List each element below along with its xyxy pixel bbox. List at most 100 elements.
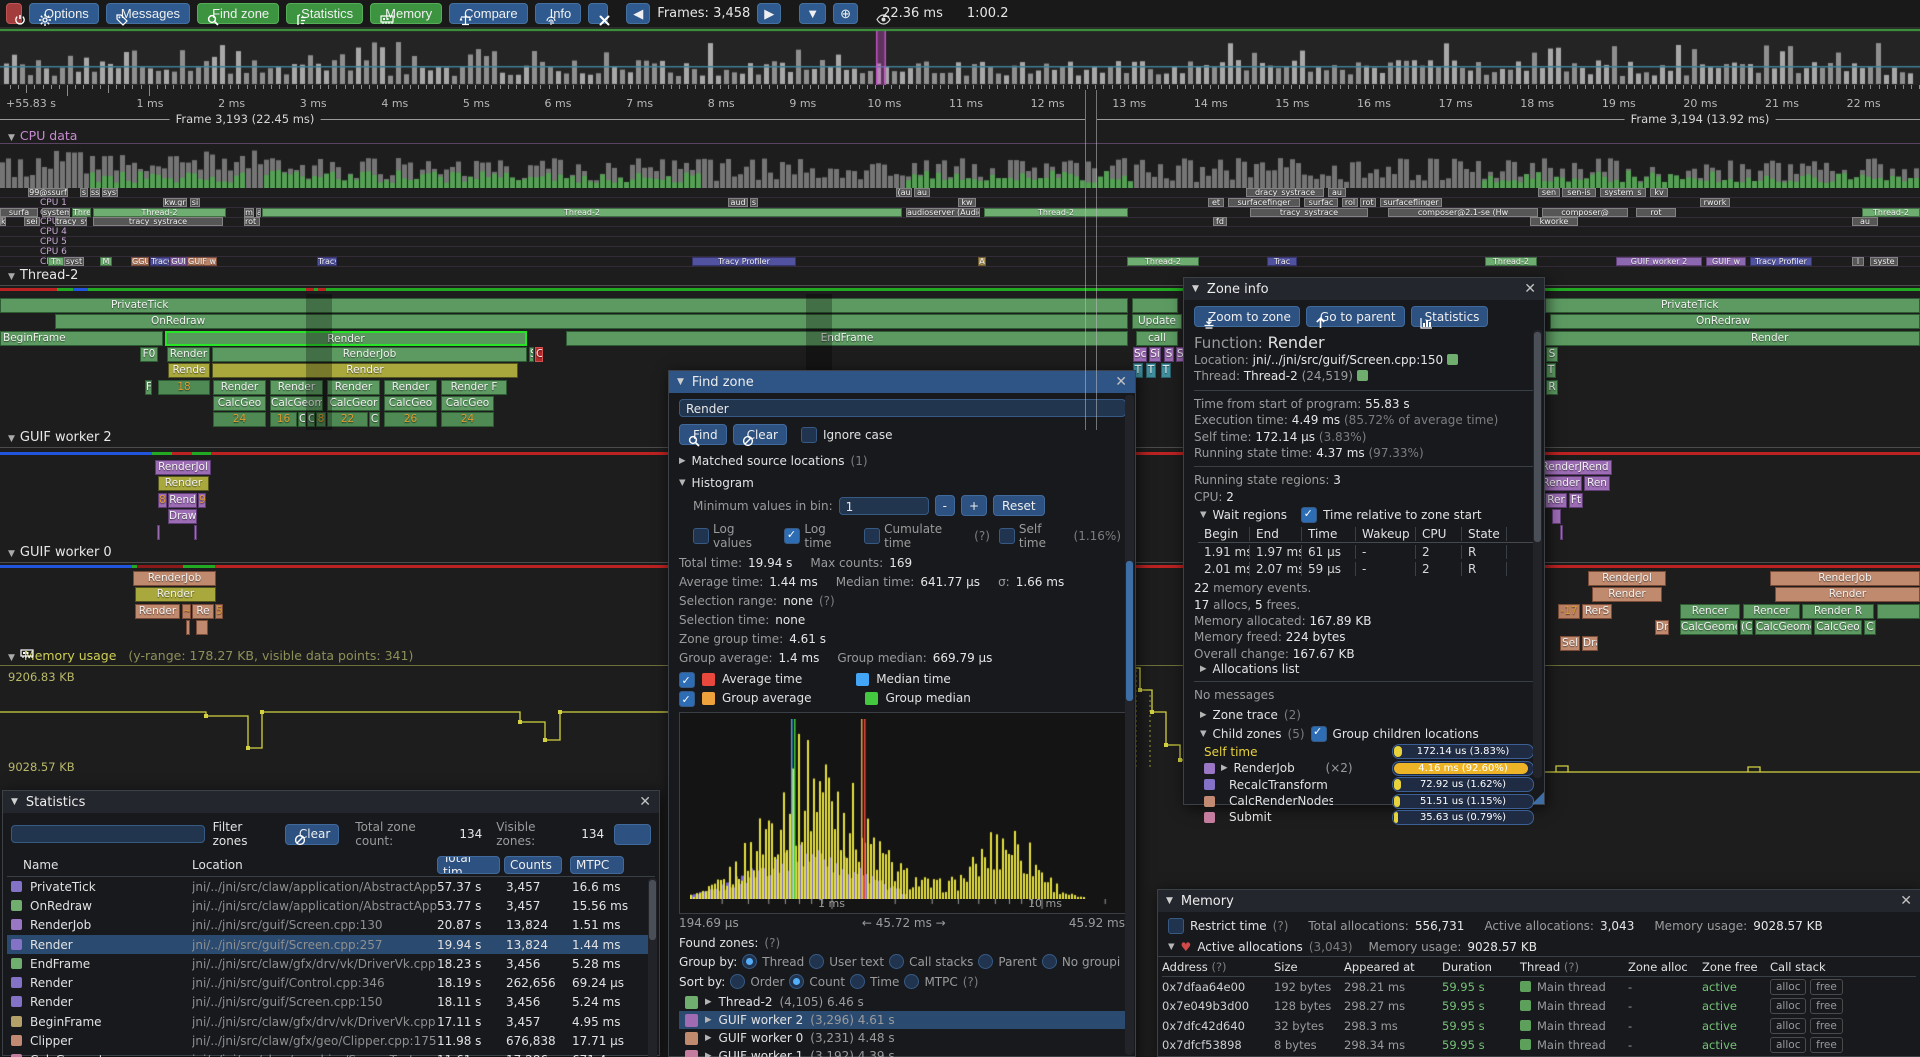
timeline-zone[interactable]: C	[369, 412, 380, 428]
frame-dropdown-button[interactable]: ▼	[799, 3, 827, 24]
timeline-zone[interactable]: 8	[158, 492, 167, 508]
cpu-zone[interactable]: si	[190, 197, 200, 207]
timeline-zone[interactable]: 9	[198, 492, 206, 508]
statistics-row[interactable]: OnRedraw jni/../jni/src/claw/application/…	[7, 896, 655, 915]
find-button[interactable]: Find	[679, 424, 727, 447]
child-zone-row[interactable]: ▶ RenderJob (×2) 4.16 ms (92.60%)	[1194, 760, 1534, 776]
cpu-zone[interactable]: rwork	[1700, 197, 1730, 207]
timeline-zone[interactable]: 22	[327, 412, 368, 428]
cpu-zone[interactable]: surfaceflinger	[1380, 197, 1442, 207]
timeline-zone[interactable]: 18	[158, 379, 210, 395]
timeline-zone[interactable]: Draw	[168, 508, 197, 524]
free-callstack-button[interactable]: free	[1810, 998, 1843, 1015]
cpu-zone[interactable]: system_s	[1600, 188, 1646, 197]
cpu-zone[interactable]: kworke	[1530, 217, 1578, 227]
radio-time[interactable]	[850, 974, 866, 989]
cpu-zone[interactable]: surfac	[1304, 197, 1338, 207]
cpu-zone[interactable]: Trac	[1267, 256, 1297, 266]
timeline-zone[interactable]: S	[1164, 346, 1174, 362]
statistics-scrollbar[interactable]	[648, 878, 657, 1057]
power-button[interactable]	[6, 3, 25, 25]
options-button[interactable]: Options	[29, 3, 99, 26]
chevron-right-icon[interactable]: ▶	[679, 456, 686, 466]
clipped-button[interactable]	[614, 823, 651, 845]
toggle-log-time[interactable]: Log time	[784, 522, 855, 550]
compare-button[interactable]: Compare	[449, 3, 528, 25]
cpu-zone[interactable]: au	[1852, 217, 1878, 227]
timeline-zone[interactable]: OnRedraw	[1550, 314, 1920, 330]
wait-regions-label[interactable]: Wait regions	[1212, 508, 1288, 523]
timeline-zone[interactable]: Render F	[441, 379, 507, 395]
close-icon[interactable]: ✕	[1524, 281, 1536, 297]
timeline-zone[interactable]: ~	[182, 603, 191, 619]
statistics-row[interactable]: EndFrame jni/../jni/src/claw/gfx/drv/vk/D…	[7, 954, 655, 973]
timeline-zone[interactable]: CalcGeo	[441, 395, 494, 411]
free-callstack-button[interactable]: free	[1810, 1017, 1843, 1034]
memory-button[interactable]: Memory	[370, 3, 443, 24]
statistics-titlebar[interactable]: ▼ Statistics ✕	[3, 791, 659, 813]
thread-color-swatch[interactable]	[1356, 370, 1368, 382]
cpu-zone[interactable]: syst	[64, 256, 84, 266]
close-icon[interactable]: ✕	[1115, 374, 1127, 390]
cpu-zone[interactable]: Thread-2	[1127, 256, 1199, 266]
cpu-zone[interactable]: system se	[42, 207, 70, 217]
timeline-zone[interactable]: -17	[1558, 603, 1580, 619]
radio-no-groupi[interactable]	[1041, 954, 1057, 969]
timeline-zone[interactable]: Rend	[168, 492, 197, 508]
timeline-zone[interactable]: T	[1146, 363, 1156, 379]
cpu-zone[interactable]: k	[0, 217, 6, 227]
cpu-zone[interactable]: ss	[90, 188, 100, 197]
found-zone-group[interactable]: ▶ GUIF worker 2 (3,296) 4.61 s	[679, 1011, 1125, 1029]
timeline-zone[interactable]: CalcGeor	[327, 395, 380, 411]
cpu-zone[interactable]: tracy_systrace	[93, 217, 223, 227]
timeline-zone[interactable]: 5	[215, 603, 223, 619]
plus-button[interactable]: +	[960, 495, 988, 516]
timeline-zone[interactable]: Render	[1540, 476, 1582, 492]
timeline-zone[interactable]	[1552, 508, 1561, 524]
zone-info-titlebar[interactable]: ▼ Zone info ✕	[1184, 278, 1544, 300]
timeline-zone[interactable]: OnRedraw	[55, 314, 1128, 330]
frame-label-right[interactable]: Frame 3,194 (13.92 ms)	[1624, 112, 1776, 126]
timeline-zone[interactable]: C	[307, 412, 315, 428]
goto-frame-button[interactable]: ⊕	[833, 3, 859, 24]
zone-info-button-statistics[interactable]: Statistics	[1410, 306, 1489, 329]
timeline-zone[interactable]: CalcGeome	[1680, 619, 1738, 635]
active-allocations-label[interactable]: Active allocations	[1197, 940, 1303, 954]
child-zone-row[interactable]: CalcRenderNodes 51.51 us (1.15%)	[1194, 793, 1534, 809]
cpu-zone[interactable]: M	[100, 256, 112, 266]
cpu-zone[interactable]: tracy_systrace	[1250, 207, 1368, 217]
timeline-zone[interactable]: RenderJRend	[1538, 460, 1612, 475]
found-zone-group[interactable]: ▶ GUIF worker 1 (3,192) 4.39 s	[679, 1047, 1125, 1057]
timeline-zone[interactable]	[1132, 298, 1178, 313]
radio-call-stacks[interactable]	[889, 954, 905, 969]
legend-checkbox[interactable]	[679, 690, 695, 709]
timeline-zone[interactable]: RerS	[1582, 603, 1612, 619]
timeline-zone[interactable]: T	[1161, 363, 1171, 379]
chevron-down-icon[interactable]: ▼	[1168, 942, 1175, 952]
cpu-zone[interactable]: syst	[102, 188, 118, 197]
ignore-case-checkbox[interactable]	[800, 426, 817, 443]
timeline-zone[interactable]: T	[1546, 363, 1556, 379]
thread-header[interactable]: ▼ GUIF worker 0	[8, 545, 112, 560]
chevron-right-icon[interactable]: ▶	[1200, 664, 1207, 675]
timeline-zone[interactable]: CalcGeo	[384, 395, 437, 411]
found-zone-group[interactable]: ▶ Thread-2 (4,105) 6.46 s	[679, 993, 1125, 1011]
timeline-zone[interactable]: call	[1136, 330, 1178, 346]
timeline-zone[interactable]: Render	[384, 379, 437, 395]
child-zone-row[interactable]: RecalcTransform 72.92 us (1.62%)	[1194, 776, 1534, 793]
alloc-callstack-button[interactable]: alloc	[1770, 1036, 1807, 1053]
cpu-zone[interactable]: au	[914, 188, 930, 197]
cpu-zone[interactable]: l	[1852, 256, 1864, 266]
cpu-zone[interactable]: Thread-2	[1862, 207, 1920, 217]
cpu-zone[interactable]: audioserver (Audio	[906, 207, 980, 217]
source-color-swatch[interactable]	[1447, 354, 1458, 365]
cpu-zone[interactable]: sei	[24, 217, 40, 227]
close-icon[interactable]: ✕	[639, 794, 651, 810]
timeline-zone[interactable]: Render	[327, 379, 380, 395]
filter-zones-input[interactable]	[11, 825, 205, 843]
toggle-self-time[interactable]: Self time (1.16%)	[998, 522, 1121, 550]
histogram-section[interactable]: Histogram	[691, 476, 754, 490]
matched-source-locations[interactable]: Matched source locations	[691, 454, 845, 468]
timeline-zone[interactable]: 8	[316, 412, 326, 428]
reset-button[interactable]: Reset	[993, 495, 1045, 516]
